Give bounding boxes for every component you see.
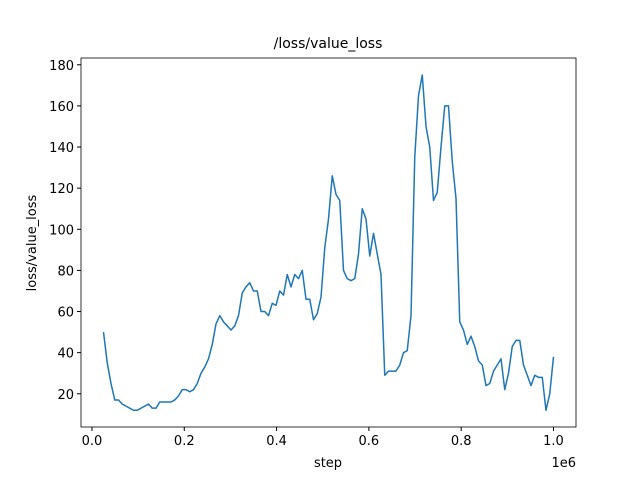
y-axis-label: loss/value_loss bbox=[25, 194, 40, 291]
y-tick-label: 20 bbox=[57, 388, 74, 403]
y-tick-label: 160 bbox=[49, 100, 74, 115]
x-offset-label: 1e6 bbox=[551, 456, 576, 471]
y-tick-label: 40 bbox=[57, 347, 74, 362]
x-tick-label: 0.6 bbox=[359, 434, 380, 449]
y-tick-label: 140 bbox=[49, 141, 74, 156]
y-tick-label: 60 bbox=[57, 306, 74, 321]
x-axis-label: step bbox=[314, 456, 342, 471]
plot-frame bbox=[80, 57, 577, 428]
chart-title: /loss/value_loss bbox=[274, 36, 383, 52]
x-tick-label: 0.2 bbox=[174, 434, 195, 449]
x-tick-label: 0.8 bbox=[451, 434, 472, 449]
x-tick-label: 1.0 bbox=[543, 434, 564, 449]
y-tick-label: 120 bbox=[49, 182, 74, 197]
y-tick-label: 180 bbox=[49, 59, 74, 74]
x-tick-label: 0.0 bbox=[82, 434, 103, 449]
y-tick-label: 80 bbox=[57, 264, 74, 279]
y-tick-label: 100 bbox=[49, 223, 74, 238]
line bbox=[102, 74, 555, 411]
x-tick-label: 0.4 bbox=[266, 434, 287, 449]
